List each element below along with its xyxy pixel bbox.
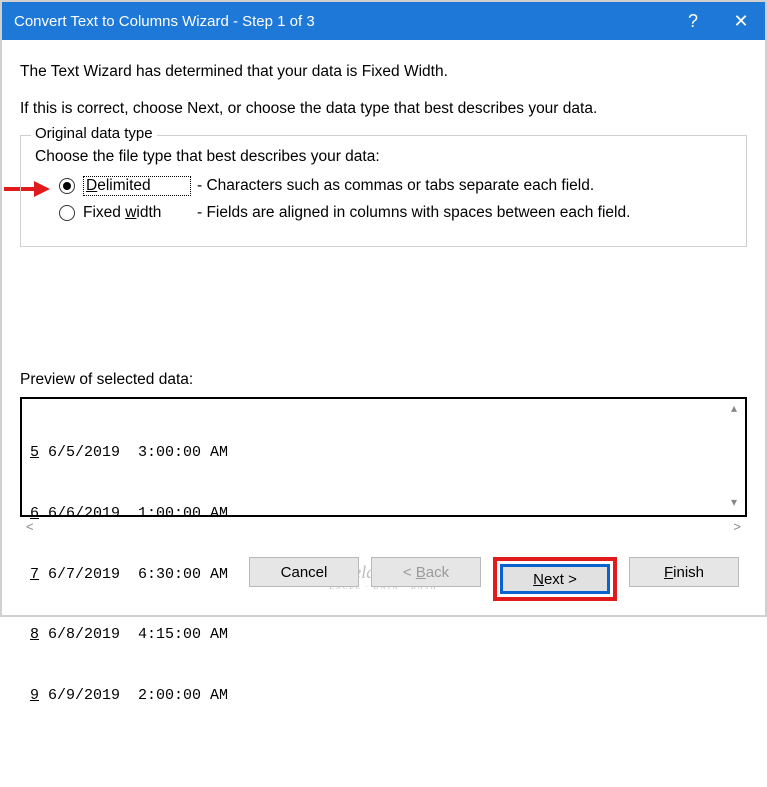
finish-button[interactable]: Finish — [629, 557, 739, 587]
intro-line-2: If this is correct, choose Next, or choo… — [20, 97, 747, 120]
radio-icon — [59, 205, 75, 221]
intro-line-1: The Text Wizard has determined that your… — [20, 60, 747, 83]
preview-row: 8 6/8/2019 4:15:00 AM — [30, 625, 745, 645]
radio-delimited[interactable]: Delimited - Characters such as commas or… — [59, 176, 732, 196]
preview-label: Preview of selected data: — [20, 371, 747, 389]
choose-prompt: Choose the file type that best describes… — [35, 148, 732, 166]
next-button-highlight: Next > — [493, 557, 617, 601]
wizard-buttons: Cancel < Back Next > Finish — [249, 557, 739, 601]
original-data-type-group: Original data type Choose the file type … — [20, 135, 747, 247]
next-button[interactable]: Next > — [500, 564, 610, 594]
titlebar: Convert Text to Columns Wizard - Step 1 … — [2, 2, 765, 40]
group-legend: Original data type — [31, 125, 157, 142]
window-title: Convert Text to Columns Wizard - Step 1 … — [14, 13, 315, 30]
help-icon[interactable]: ? — [669, 2, 717, 40]
radio-label-fixed-width: Fixed width — [83, 204, 191, 222]
preview-row: 6 6/6/2019 1:00:00 AM — [30, 504, 745, 524]
radio-label-delimited: Delimited — [83, 176, 191, 196]
radio-desc-delimited: - Characters such as commas or tabs sepa… — [197, 177, 594, 195]
radio-icon — [59, 178, 75, 194]
intro-text: The Text Wizard has determined that your… — [20, 60, 747, 121]
preview-row: 9 6/9/2019 2:00:00 AM — [30, 686, 745, 706]
preview-box: 5 6/5/2019 3:00:00 AM 6 6/6/2019 1:00:00… — [20, 397, 747, 517]
preview-row: 5 6/5/2019 3:00:00 AM — [30, 443, 745, 463]
cancel-button[interactable]: Cancel — [249, 557, 359, 587]
scroll-up-icon[interactable]: ▴ — [727, 403, 741, 417]
radio-desc-fixed-width: - Fields are aligned in columns with spa… — [197, 204, 630, 222]
back-button: < Back — [371, 557, 481, 587]
scroll-down-icon[interactable]: ▾ — [727, 497, 741, 511]
close-icon[interactable]: ✕ — [717, 2, 765, 40]
radio-fixed-width[interactable]: Fixed width - Fields are aligned in colu… — [59, 204, 732, 222]
